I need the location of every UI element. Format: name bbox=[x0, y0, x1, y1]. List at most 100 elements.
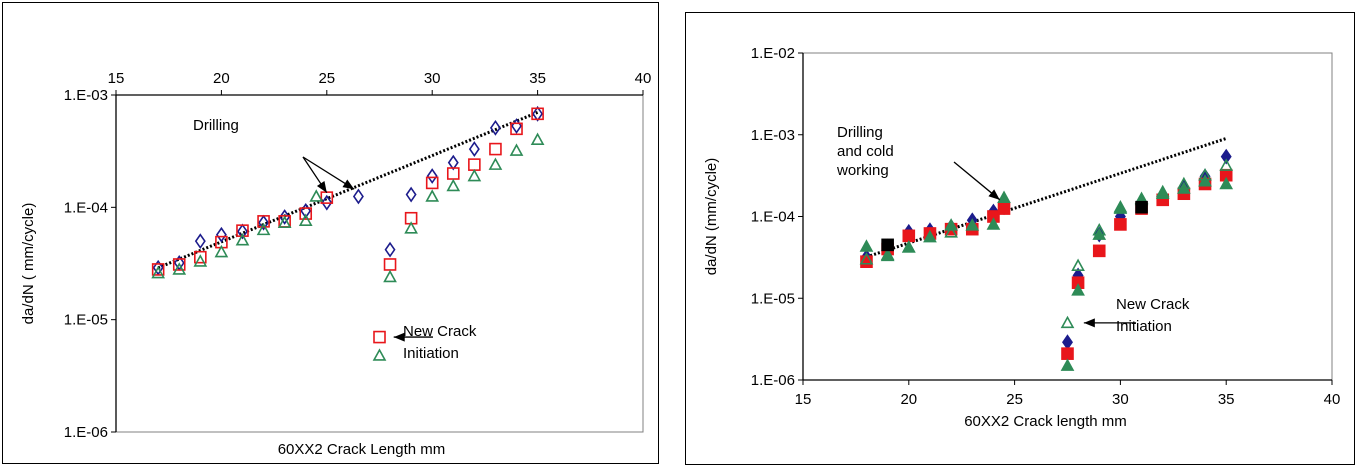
data-point bbox=[405, 186, 417, 203]
data-point bbox=[404, 221, 418, 234]
data-point bbox=[194, 233, 206, 250]
series-5 bbox=[881, 200, 1148, 252]
data-point bbox=[194, 250, 207, 264]
annotation-drilling-label: and cold bbox=[837, 143, 894, 160]
data-point bbox=[172, 262, 187, 275]
data-point bbox=[997, 190, 1011, 203]
y-tick-label: 1.E-06 bbox=[751, 372, 795, 389]
left-chart-svg: 15 20 25 30 35 40 1.E-06 1.E-05 1.E-04 1.E-03 60XX… bbox=[20, 70, 652, 458]
data-point bbox=[1198, 168, 1212, 181]
plot-area bbox=[802, 52, 1333, 381]
x-tick-label: 20 bbox=[900, 391, 917, 408]
data-point bbox=[902, 229, 916, 243]
annotation-drilling-label: Drilling bbox=[837, 124, 883, 141]
data-point bbox=[1092, 223, 1107, 236]
data-point bbox=[193, 254, 208, 267]
data-point bbox=[425, 189, 440, 202]
series-3 bbox=[151, 132, 545, 361]
annotation-drilling-label: working bbox=[836, 162, 889, 179]
data-point bbox=[1219, 176, 1234, 190]
data-point bbox=[257, 215, 270, 228]
data-point bbox=[321, 194, 333, 211]
data-point bbox=[256, 222, 271, 236]
data-point bbox=[447, 154, 459, 171]
x-tick-label: 40 bbox=[635, 70, 652, 87]
data-point bbox=[1177, 176, 1191, 190]
data-point bbox=[468, 141, 480, 157]
data-point bbox=[1092, 244, 1106, 258]
data-point bbox=[1060, 315, 1075, 329]
data-point bbox=[1113, 200, 1128, 213]
data-point bbox=[309, 189, 324, 202]
data-point bbox=[373, 330, 386, 344]
data-point bbox=[986, 217, 1001, 230]
data-point bbox=[237, 223, 248, 240]
data-point bbox=[509, 143, 524, 156]
y-tick-label: 1.E-03 bbox=[751, 127, 795, 144]
data-point bbox=[1155, 184, 1170, 198]
y-tick-label: 1.E-05 bbox=[64, 312, 108, 329]
data-point bbox=[426, 168, 438, 184]
data-point bbox=[384, 241, 396, 258]
right-chart-panel: 15 20 25 30 35 40 1.E-06 1.E-05 1.E-04 1.E-03 1.E-… bbox=[685, 12, 1355, 465]
data-point bbox=[1060, 358, 1075, 371]
data-point bbox=[488, 157, 503, 170]
y-tick-label: 1.E-06 bbox=[64, 424, 108, 441]
trendline bbox=[866, 137, 1227, 259]
arrow-head bbox=[316, 181, 327, 193]
annotation-new-crack-label: New Crack bbox=[403, 323, 477, 340]
data-point bbox=[901, 240, 916, 253]
y-tick-label: 1.E-05 bbox=[751, 290, 795, 307]
x-tick-label: 25 bbox=[318, 70, 335, 87]
data-point bbox=[859, 239, 874, 252]
x-tick-label: 30 bbox=[424, 70, 441, 87]
data-point bbox=[965, 218, 980, 231]
data-point bbox=[1061, 347, 1074, 360]
y-tick-label: 1.E-04 bbox=[751, 209, 795, 226]
data-point bbox=[532, 105, 544, 122]
data-point bbox=[151, 263, 165, 276]
annotation-new-crack-label: New Crack bbox=[1116, 296, 1190, 313]
arrow-head bbox=[393, 332, 405, 342]
y-tick-label: 1.E-02 bbox=[751, 45, 795, 62]
plot-area bbox=[115, 94, 644, 433]
right-chart-svg: 15 20 25 30 35 40 1.E-06 1.E-05 1.E-04 1.E-03 1.E-… bbox=[703, 45, 1341, 430]
data-point bbox=[151, 265, 166, 279]
y-tick-label: 1.E-03 bbox=[64, 87, 108, 104]
data-point bbox=[235, 233, 250, 246]
y-axis-title: da/dN ( mm/cycle) bbox=[20, 203, 37, 325]
x-tick-label: 40 bbox=[1324, 391, 1341, 408]
data-point bbox=[860, 255, 873, 268]
annotation-drilling-label: Drilling bbox=[193, 117, 239, 134]
data-point bbox=[383, 269, 397, 283]
arrow-head bbox=[1083, 318, 1095, 328]
y-tick-label: 1.E-04 bbox=[64, 199, 108, 216]
data-point bbox=[997, 202, 1011, 215]
data-point bbox=[530, 132, 545, 146]
data-point bbox=[1135, 200, 1148, 214]
data-point bbox=[944, 225, 958, 238]
arrow-head bbox=[988, 189, 1000, 200]
data-point bbox=[215, 226, 227, 243]
data-point bbox=[489, 119, 501, 136]
data-point bbox=[1220, 148, 1232, 165]
data-point bbox=[510, 122, 523, 136]
data-point bbox=[372, 348, 387, 361]
x-tick-label: 20 bbox=[213, 70, 230, 87]
x-tick-label: 30 bbox=[1112, 391, 1129, 408]
left-chart-panel: 15 20 25 30 35 40 1.E-06 1.E-05 1.E-04 1.E-03 60XX… bbox=[2, 2, 659, 464]
x-tick-label: 35 bbox=[1218, 391, 1235, 408]
data-point bbox=[446, 178, 461, 192]
x-axis-title: 60XX2 Crack length mm bbox=[964, 413, 1127, 430]
data-point bbox=[1114, 218, 1127, 231]
data-point bbox=[352, 188, 364, 205]
data-point bbox=[1198, 174, 1212, 187]
x-tick-label: 15 bbox=[795, 391, 812, 408]
data-point bbox=[489, 142, 502, 156]
data-point bbox=[467, 168, 482, 182]
data-point bbox=[1071, 283, 1085, 296]
data-point bbox=[531, 107, 544, 121]
data-point bbox=[298, 213, 313, 227]
data-point bbox=[425, 176, 439, 190]
data-point bbox=[279, 209, 291, 225]
